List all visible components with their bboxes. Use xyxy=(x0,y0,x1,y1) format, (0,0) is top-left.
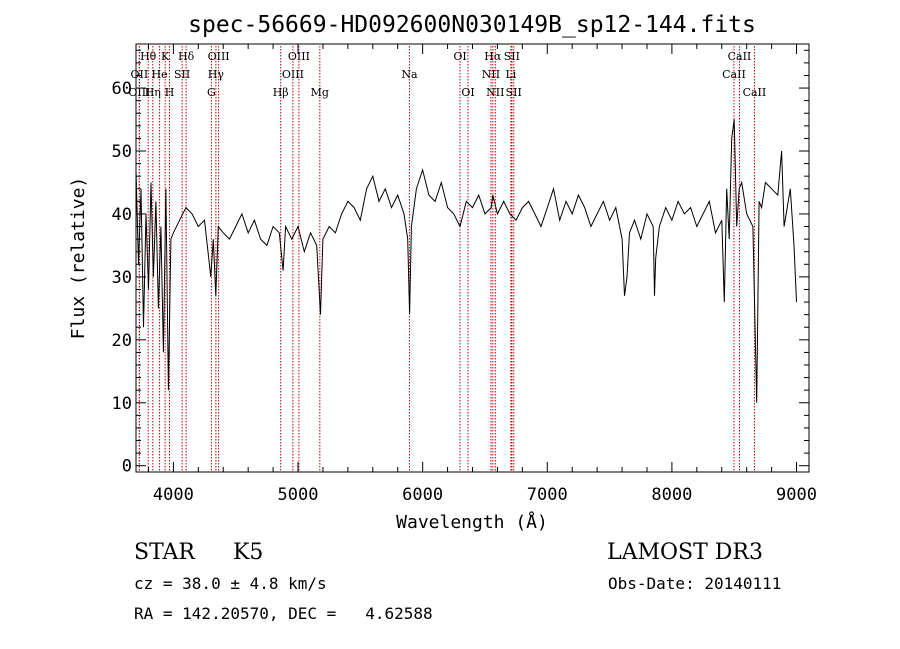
y-axis-ticks: 0 10 20 30 40 50 60 xyxy=(112,49,809,477)
x-tick-label: 9000 xyxy=(776,485,817,505)
line-label: SII xyxy=(506,86,522,99)
x-axis-ticks: 4000 5000 6000 7000 8000 9000 xyxy=(147,44,817,505)
spectrum-line xyxy=(135,119,797,403)
line-label: Hδ xyxy=(178,50,195,63)
line-label: H xyxy=(165,86,175,99)
line-label: CaII xyxy=(728,50,752,63)
line-label: Mg xyxy=(311,86,329,99)
y-tick-label: 20 xyxy=(112,331,132,351)
line-label: Na xyxy=(401,68,418,81)
x-tick-label: 5000 xyxy=(278,485,319,505)
coordinates-label: RA = 142.20570, DEC = 4.62588 xyxy=(134,604,433,623)
line-label: SII xyxy=(174,68,190,81)
x-tick-label: 8000 xyxy=(651,485,692,505)
line-label: OIII xyxy=(208,50,230,63)
obs-date-label: Obs-Date: 20140111 xyxy=(608,574,782,593)
y-tick-label: 30 xyxy=(112,268,132,288)
class-label: STAR xyxy=(134,540,195,565)
line-label: He xyxy=(152,68,168,81)
line-label: G xyxy=(207,86,216,99)
y-axis-label: Flux (relative) xyxy=(68,177,89,340)
line-label: OIII xyxy=(288,50,310,63)
line-label: CaII xyxy=(743,86,767,99)
line-markers xyxy=(138,46,755,472)
line-label: Li xyxy=(505,68,516,81)
y-tick-label: 10 xyxy=(112,394,132,414)
chart-title: spec-56669-HD092600N030149B_sp12-144.fit… xyxy=(188,12,756,38)
line-label: OI xyxy=(461,86,474,99)
x-tick-label: 7000 xyxy=(527,485,568,505)
redshift-label: cz = 38.0 ± 4.8 km/s xyxy=(134,574,327,593)
line-label: OI xyxy=(453,50,466,63)
line-label: Hθ xyxy=(140,50,157,63)
line-label: OIII xyxy=(282,68,304,81)
survey-label: LAMOST DR3 xyxy=(607,540,763,565)
y-tick-label: 50 xyxy=(112,142,132,162)
x-axis-label: Wavelength (Å) xyxy=(396,511,548,533)
plot-frame xyxy=(135,43,810,473)
subclass-label: K5 xyxy=(233,540,264,565)
y-tick-label: 0 xyxy=(122,457,132,477)
line-label: SII xyxy=(504,50,520,63)
line-label: OII xyxy=(131,68,149,81)
line-label: CaII xyxy=(722,68,746,81)
object-class: STAR K5 xyxy=(134,540,263,565)
line-label: Hη xyxy=(145,86,161,99)
line-label: Hα xyxy=(484,50,502,63)
line-label: NII xyxy=(482,68,500,81)
line-label: OIII xyxy=(128,86,150,99)
line-label: Hγ xyxy=(208,68,225,81)
line-label: NII xyxy=(486,86,504,99)
line-label: K xyxy=(161,50,170,63)
y-tick-label: 40 xyxy=(112,205,132,225)
x-tick-label: 6000 xyxy=(402,485,443,505)
line-label: Hβ xyxy=(273,86,289,99)
y-tick-label: 60 xyxy=(112,79,132,99)
x-tick-label: 4000 xyxy=(153,485,194,505)
